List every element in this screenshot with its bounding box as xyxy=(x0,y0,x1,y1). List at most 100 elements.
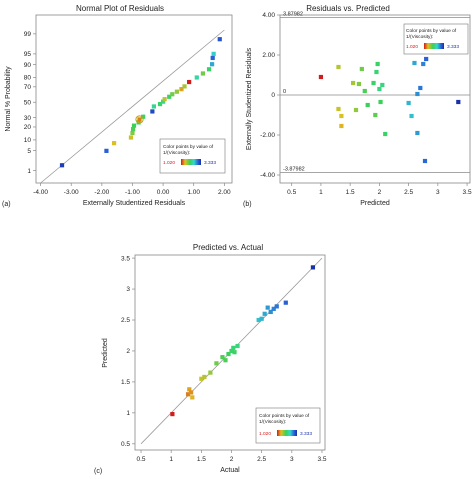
panel-b-ref-label-1: 3.87982 xyxy=(283,11,303,17)
panel-c-y-tick-label-7: 3.5 xyxy=(121,255,130,262)
panel-b-point-26 xyxy=(421,61,426,67)
panel-a-point-20 xyxy=(182,84,187,89)
panel-c-points xyxy=(170,265,316,417)
panel-a: Normal Plot of Residuals -4.00 -3.00 -2.00… xyxy=(2,4,233,208)
panel-c-point-16 xyxy=(235,343,240,349)
panel-c-point-9 xyxy=(214,361,219,366)
panel-a-point-9 xyxy=(137,117,142,122)
panel-c-legend-box xyxy=(255,407,321,444)
panel-a-y-tick-label-6: 50 xyxy=(24,99,32,106)
panel-a-y-tick-label-4: 20 xyxy=(24,124,32,131)
panel-a-legend-box xyxy=(159,138,226,174)
panel-c-point-8 xyxy=(208,370,213,375)
panel-b-point-8 xyxy=(356,81,362,87)
panel-b-point-17 xyxy=(378,99,383,105)
panel-a-x-tick-label-3: -2.00 xyxy=(94,189,109,196)
panel-b-colorbar xyxy=(424,43,444,49)
panel-c-ticks: 0.5 1 1.5 2 2.5 3 3.5 0.5 1 1.5 2 2.5 3 3.5 xyxy=(121,255,327,463)
panel-a-legend-title-2: 1/(Viscosity): xyxy=(163,150,190,156)
panel-b-x-tick-label-7: 3.5 xyxy=(463,189,472,196)
panel-a-point-17 xyxy=(170,92,175,97)
panel-a-point-7 xyxy=(131,123,137,128)
panel-c-y-tick-label-1: 0.5 xyxy=(121,441,130,448)
panel-a-point-18 xyxy=(174,89,179,94)
panel-c-point-13 xyxy=(231,345,236,350)
panel-a-title: Normal Plot of Residuals xyxy=(76,4,164,13)
panel-c-point-4 xyxy=(188,390,194,395)
panel-c-point-20 xyxy=(265,305,270,310)
panel-b-point-19 xyxy=(383,131,388,137)
panel-b-point-12 xyxy=(371,80,376,86)
panel-b-figure-label: (b) xyxy=(243,201,252,208)
panel-a-ticks: -4.00 -3.00 -2.00 -1.00 0.00 1.00 2.00 1 5 10 20 30… xyxy=(24,31,231,196)
panel-b-point-10 xyxy=(362,88,367,94)
panel-c-x-label: Actual xyxy=(220,467,240,474)
panel-a-y-tick-label-11: 99 xyxy=(24,31,32,38)
panel-c-y-tick-label-3: 1.5 xyxy=(121,379,130,386)
panel-b-legend-title-2: 1/(Viscosity): xyxy=(406,34,433,40)
panel-b-points xyxy=(318,56,461,164)
panel-c-point-17 xyxy=(256,317,261,323)
panel-b-y-label: Externally Studentized Residuals xyxy=(246,47,253,150)
panel-b-ticks: 0.5 1 1.5 2 2.5 3 3.5 -4.00 -2.00 0 2.00 4.00 xyxy=(260,12,472,196)
panel-b-point-28 xyxy=(422,158,428,164)
panel-a-highlight-ring xyxy=(135,115,144,124)
panel-c-legend-title-2: 1/(Viscosity): xyxy=(259,419,286,425)
panel-c-x-tick-label-5: 2.5 xyxy=(257,456,266,463)
panel-a-x-tick-label-7: 2.00 xyxy=(218,189,231,196)
panel-c: Predicted vs. Actual 0.5 1 1.5 2 2.5 3 3.5 0.5 1… xyxy=(94,243,327,475)
panel-b-point-15 xyxy=(375,61,380,67)
panel-c-point-12 xyxy=(229,348,234,354)
panel-b-y-tick-label-4: 2.00 xyxy=(262,52,275,59)
panel-b-point-7 xyxy=(353,107,359,113)
panel-c-y-tick-label-4: 2 xyxy=(126,348,130,355)
panel-c-x-tick-label-1: 0.5 xyxy=(137,456,146,463)
panel-a-x-tick-label-1: -4.00 xyxy=(33,189,48,196)
panel-c-x-tick-label-6: 3 xyxy=(290,456,294,463)
panel-b-point-20 xyxy=(406,100,411,106)
panel-a-y-tick-label-2: 5 xyxy=(27,148,31,155)
panel-c-point-14 xyxy=(223,358,228,363)
panel-c-point-24 xyxy=(283,300,288,305)
panel-b-point-14 xyxy=(374,69,379,75)
panel-a-point-27 xyxy=(211,51,216,56)
panel-b-point-5 xyxy=(339,123,344,129)
panel-a-point-13 xyxy=(157,101,163,107)
panel-a-x-label: Externally Studentized Residuals xyxy=(83,200,186,207)
panel-a-y-tick-label-1: 1 xyxy=(27,168,31,175)
panel-c-point-18 xyxy=(259,316,264,321)
panel-c-point-11 xyxy=(226,351,231,357)
panel-c-x-tick-label-2: 1 xyxy=(169,456,173,463)
panel-a-point-15 xyxy=(162,97,167,102)
panel-b-x-tick-label-2: 1 xyxy=(319,189,323,196)
panel-b-legend: Color points by value of 1/(Viscosity): … xyxy=(403,23,469,55)
panel-b-point-22 xyxy=(412,60,417,66)
panel-a-y-tick-label-7: 70 xyxy=(24,84,32,91)
panel-a-point-1 xyxy=(59,163,65,168)
panel-b-y-tick-label-5: 4.00 xyxy=(262,12,275,19)
panel-c-x-tick-label-4: 2 xyxy=(230,456,234,463)
panel-b-point-6 xyxy=(350,80,356,86)
panel-b-x-tick-label-1: 0.5 xyxy=(287,189,296,196)
panel-a-x-tick-label-4: -1.00 xyxy=(125,189,140,196)
panel-b-point-3 xyxy=(336,106,341,112)
panel-c-point-15 xyxy=(232,350,237,355)
panel-b-point-27 xyxy=(424,56,429,62)
panel-a-point-23 xyxy=(200,71,206,76)
panel-a-point-8 xyxy=(136,120,141,125)
panel-a-points xyxy=(59,37,222,168)
panel-b-y-tick-label-2: -2.00 xyxy=(260,132,275,139)
panel-b-point-2 xyxy=(336,64,341,70)
panel-c-x-tick-label-7: 3.5 xyxy=(317,456,326,463)
panel-c-point-1 xyxy=(170,411,175,417)
panel-a-y-tick-label-3: 10 xyxy=(24,137,32,144)
panel-a-legend-max: 3.333 xyxy=(204,160,216,166)
panel-a-point-3 xyxy=(111,141,117,146)
panel-a-point-2 xyxy=(104,148,109,153)
panel-b-point-23 xyxy=(415,91,420,97)
panel-a-point-4 xyxy=(128,135,134,140)
panel-c-legend: Color points by value of 1/(Viscosity): … xyxy=(255,407,321,444)
panel-c-title: Predicted vs. Actual xyxy=(193,243,263,252)
panel-c-point-5 xyxy=(190,395,195,400)
